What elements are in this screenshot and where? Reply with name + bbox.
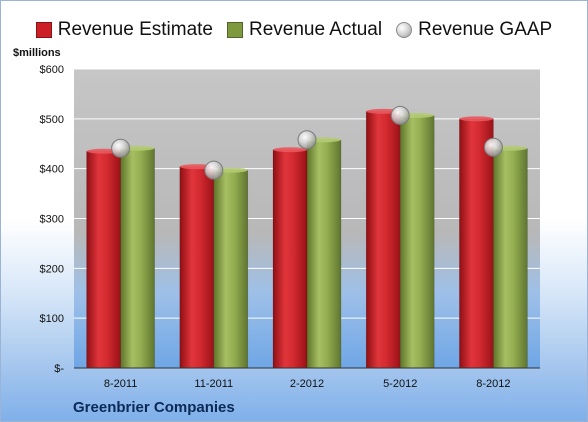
bar-revenue-estimate bbox=[459, 118, 494, 369]
x-axis-ticks: 8-2011 11-2011 2-2012 5-2012 8-2012 bbox=[104, 378, 511, 390]
marker-revenue-gaap bbox=[204, 160, 224, 180]
marker-revenue-gaap bbox=[390, 105, 410, 125]
y-tick-label: $300 bbox=[40, 214, 64, 226]
y-axis-ticks: $- $100 $200 $300 $400 $500 $600 bbox=[40, 64, 65, 375]
legend-label-actual: Revenue Actual bbox=[249, 19, 383, 40]
legend-swatch-actual-icon bbox=[227, 22, 243, 38]
y-tick-label: $400 bbox=[40, 164, 64, 176]
legend-label-gaap: Revenue GAAP bbox=[418, 19, 553, 40]
x-tick-label: 5-2012 bbox=[383, 378, 417, 390]
bar-revenue-actual bbox=[399, 115, 435, 369]
y-tick-label: $600 bbox=[40, 64, 64, 76]
legend-item-revenue-actual: Revenue Actual bbox=[227, 19, 382, 41]
bar-revenue-actual bbox=[306, 139, 342, 369]
legend-item-revenue-estimate: Revenue Estimate bbox=[35, 19, 213, 41]
marker-revenue-gaap bbox=[111, 138, 131, 158]
x-tick-label: 2-2012 bbox=[290, 378, 324, 390]
legend-swatch-estimate-icon bbox=[35, 22, 52, 38]
y-tick-label: $200 bbox=[40, 263, 64, 275]
y-tick-label: $- bbox=[54, 363, 64, 375]
y-axis-unit-label: $millions bbox=[13, 47, 61, 59]
x-tick-label: 11-2011 bbox=[194, 378, 233, 390]
bar-revenue-estimate bbox=[86, 150, 121, 369]
bars bbox=[86, 108, 528, 369]
bar-revenue-estimate bbox=[365, 111, 401, 369]
marker-revenue-gaap bbox=[297, 130, 317, 150]
x-tick-label: 8-2012 bbox=[476, 378, 510, 390]
y-tick-label: $500 bbox=[40, 114, 64, 126]
bar-revenue-actual bbox=[213, 169, 249, 369]
bar-revenue-estimate-top bbox=[273, 147, 307, 153]
bar-revenue-estimate bbox=[179, 166, 215, 369]
legend-item-revenue-gaap: Revenue GAAP bbox=[396, 19, 552, 41]
x-tick-label: 8-2011 bbox=[104, 378, 137, 390]
bar-revenue-estimate bbox=[272, 149, 308, 369]
bar-revenue-actual bbox=[493, 147, 528, 369]
bar-revenue-estimate-top bbox=[459, 116, 494, 122]
legend: Revenue Estimate Revenue Actual Revenue … bbox=[1, 15, 587, 45]
y-tick-label: $100 bbox=[40, 313, 64, 325]
bar-revenue-actual bbox=[120, 147, 155, 369]
legend-label-estimate: Revenue Estimate bbox=[57, 19, 213, 40]
marker-revenue-gaap bbox=[483, 137, 503, 157]
gaap-markers bbox=[111, 105, 503, 180]
company-name: Greenbrier Companies bbox=[73, 399, 235, 416]
legend-marker-gaap-icon bbox=[396, 22, 413, 38]
